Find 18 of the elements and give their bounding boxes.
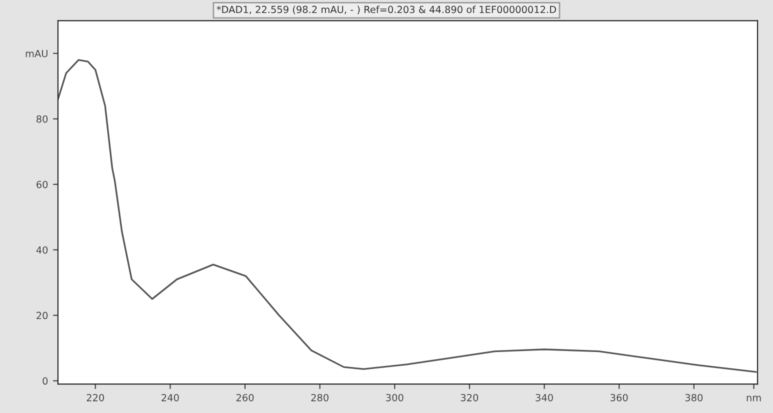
y-tick-label: mAU xyxy=(26,50,48,58)
chart-title: *DAD1, 22.559 (98.2 mAU, - ) Ref=0.203 & 44.890 of 1EF00000012.D xyxy=(216,6,556,14)
y-tick-label: 60 xyxy=(36,180,48,188)
y-tick-label: 80 xyxy=(36,115,48,123)
line-series xyxy=(58,59,757,373)
x-tick-label: 300 xyxy=(386,394,404,402)
x-tick-label: nm xyxy=(746,396,761,402)
y-tick-label: 20 xyxy=(36,312,48,320)
y-tick-label: 40 xyxy=(36,246,48,254)
x-tick-label: 320 xyxy=(460,394,478,402)
x-tick-label: 260 xyxy=(236,394,254,402)
x-tick-label: 340 xyxy=(536,394,553,402)
x-tick-label: 380 xyxy=(685,394,703,402)
x-tick-label: 280 xyxy=(311,394,328,402)
x-tick-label: 220 xyxy=(86,394,104,402)
y-tick-label: 0 xyxy=(42,377,48,385)
x-tick-label: 240 xyxy=(162,394,179,402)
x-tick-label: 360 xyxy=(610,394,628,402)
